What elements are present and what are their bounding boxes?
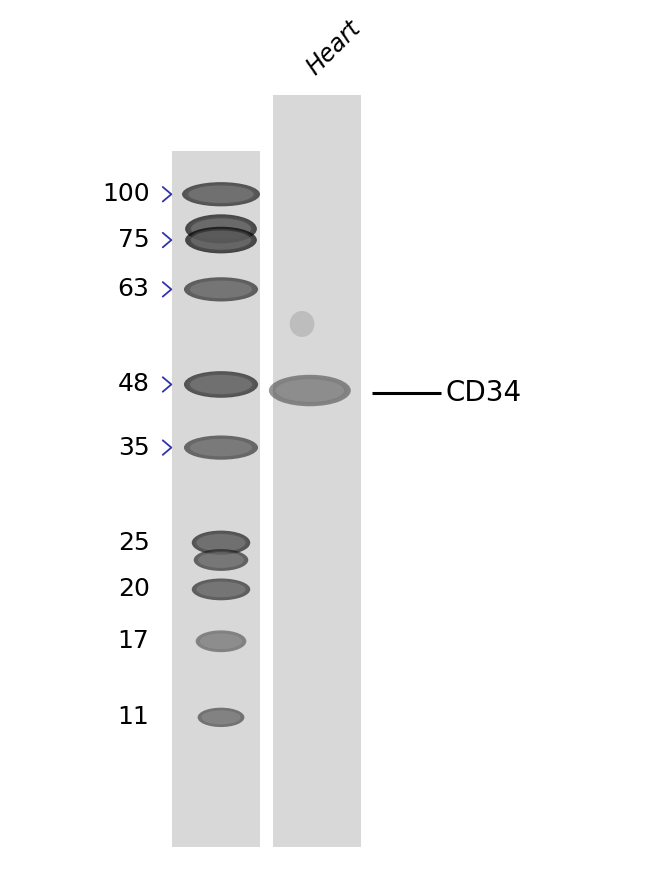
Ellipse shape (188, 217, 254, 241)
Ellipse shape (194, 533, 248, 553)
Text: 35: 35 (118, 436, 150, 459)
Text: 17: 17 (118, 629, 150, 653)
Ellipse shape (190, 375, 252, 394)
Ellipse shape (191, 218, 251, 239)
Ellipse shape (185, 184, 257, 204)
Bar (273, 95, 361, 847)
Ellipse shape (185, 214, 257, 244)
Ellipse shape (269, 375, 351, 406)
Ellipse shape (198, 708, 244, 727)
Ellipse shape (290, 311, 315, 337)
Text: CD34: CD34 (445, 379, 521, 407)
Ellipse shape (190, 280, 252, 298)
Ellipse shape (184, 436, 258, 460)
Ellipse shape (182, 182, 260, 206)
Ellipse shape (194, 581, 248, 599)
Ellipse shape (184, 278, 258, 301)
Ellipse shape (188, 229, 254, 251)
Text: 25: 25 (118, 531, 150, 554)
Ellipse shape (192, 531, 250, 555)
Ellipse shape (196, 581, 246, 597)
Text: 48: 48 (118, 373, 150, 396)
Ellipse shape (198, 632, 244, 650)
Ellipse shape (184, 371, 258, 398)
Text: 63: 63 (118, 278, 150, 301)
Ellipse shape (187, 279, 255, 299)
Ellipse shape (200, 709, 242, 725)
Text: 100: 100 (102, 182, 150, 206)
Ellipse shape (196, 534, 246, 552)
Ellipse shape (190, 439, 252, 457)
Ellipse shape (194, 549, 248, 571)
Ellipse shape (202, 711, 240, 725)
Ellipse shape (200, 634, 242, 650)
Ellipse shape (188, 185, 254, 203)
Ellipse shape (272, 377, 347, 404)
Ellipse shape (192, 579, 250, 601)
Ellipse shape (187, 437, 255, 457)
Ellipse shape (198, 552, 244, 567)
Ellipse shape (196, 630, 246, 652)
Text: 75: 75 (118, 228, 150, 252)
Text: 20: 20 (118, 577, 150, 601)
Text: Heart: Heart (302, 16, 365, 79)
Ellipse shape (196, 551, 246, 569)
Text: 11: 11 (118, 705, 150, 729)
Ellipse shape (185, 227, 257, 253)
Ellipse shape (187, 373, 255, 395)
Ellipse shape (191, 230, 251, 250)
Bar (172, 151, 260, 847)
Ellipse shape (276, 379, 344, 402)
